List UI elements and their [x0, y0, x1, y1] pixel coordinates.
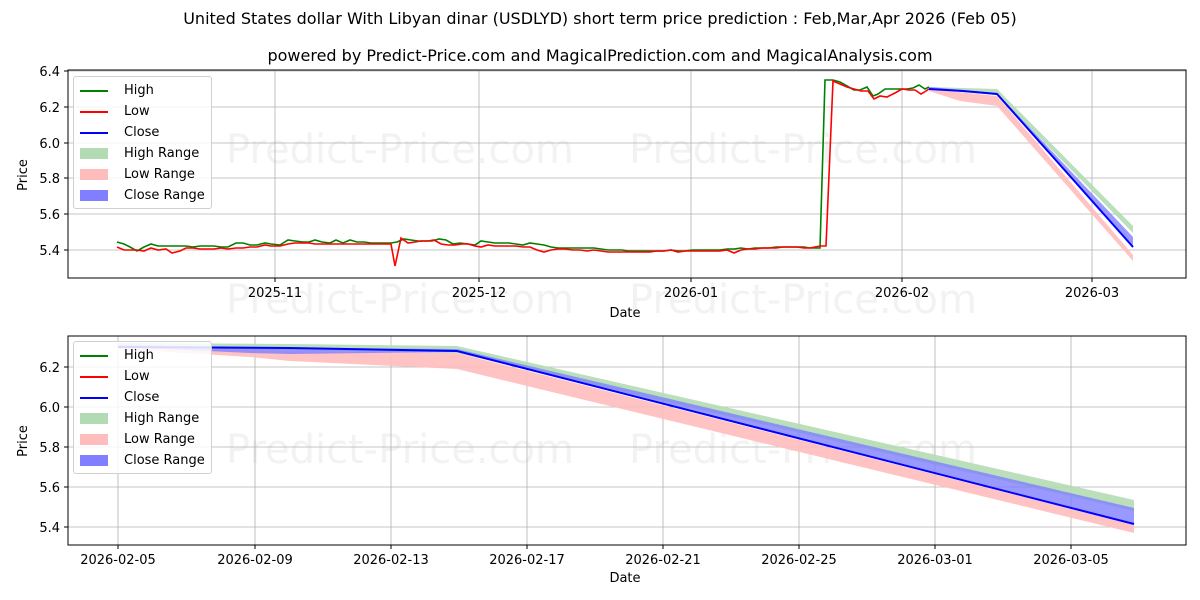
x-tick-label: 2026-02-17 — [489, 553, 565, 568]
top-chart: Predict-Price.com Predict-Price.com Pred… — [16, 65, 1187, 323]
legend-label: High Range — [124, 146, 200, 161]
legend-item-close: Close — [80, 122, 205, 143]
chart-subtitle: powered by Predict-Price.com and Magical… — [267, 46, 933, 65]
y-tick-label: 6.0 — [39, 137, 60, 152]
legend-item-close-range: Close Range — [80, 450, 205, 471]
top-close-line — [928, 88, 1134, 248]
legend-label: Low Range — [124, 167, 195, 182]
top-x-ticks: 2025-11 2025-12 2026-01 2026-02 2026-03 — [248, 278, 1119, 301]
watermark: Predict-Price.com — [226, 127, 574, 173]
legend-item-low-range: Low Range — [80, 164, 205, 185]
watermark: Predict-Price.com — [629, 127, 977, 173]
high-range-swatch-icon — [80, 148, 108, 159]
legend-label: High — [124, 348, 154, 363]
low-line-swatch-icon — [80, 110, 108, 113]
y-tick-label: 5.8 — [39, 172, 60, 187]
x-tick-label: 2026-02-21 — [625, 553, 701, 568]
legend-item-close: Close — [80, 387, 205, 408]
x-tick-label: 2026-02-05 — [80, 553, 156, 568]
bottom-y-ticks: 5.4 5.6 5.8 6.0 6.2 — [39, 361, 68, 536]
close-range-swatch-icon — [80, 190, 108, 201]
bottom-x-ticks: 2026-02-05 2026-02-09 2026-02-13 2026-02… — [80, 545, 1109, 568]
y-tick-label: 5.6 — [39, 481, 60, 496]
legend-item-close-range: Close Range — [80, 185, 205, 206]
legend-item-high: High — [80, 80, 205, 101]
x-tick-label: 2026-01 — [664, 286, 718, 301]
close-range-swatch-icon — [80, 455, 108, 466]
watermark: Predict-Price.com — [226, 277, 574, 323]
bottom-y-axis-label: Price — [16, 425, 31, 457]
legend-label: Close Range — [124, 188, 205, 203]
legend-label: Close Range — [124, 453, 205, 468]
y-tick-label: 5.8 — [39, 441, 60, 456]
high-line-swatch-icon — [80, 354, 108, 357]
top-y-ticks: 5.4 5.6 5.8 6.0 6.2 6.4 — [39, 65, 68, 259]
top-grid — [68, 70, 1186, 278]
x-tick-label: 2026-02 — [875, 286, 929, 301]
y-tick-label: 6.0 — [39, 401, 60, 416]
chart-title: United States dollar With Libyan dinar (… — [183, 9, 1017, 28]
x-tick-label: 2025-11 — [248, 286, 302, 301]
legend-item-high-range: High Range — [80, 143, 205, 164]
x-tick-label: 2026-02-13 — [353, 553, 429, 568]
watermark: Predict-Price.com — [226, 427, 574, 473]
bottom-legend: High Low Close High Range Low Range Clos… — [73, 341, 212, 474]
close-line-swatch-icon — [80, 131, 108, 134]
low-line-swatch-icon — [80, 375, 108, 378]
low-range-swatch-icon — [80, 434, 108, 445]
legend-item-low: Low — [80, 366, 205, 387]
y-tick-label: 6.2 — [39, 101, 60, 116]
bottom-axes-frame — [67, 335, 1187, 546]
x-tick-label: 2026-03 — [1065, 286, 1119, 301]
y-tick-label: 6.4 — [39, 65, 60, 80]
high-line-swatch-icon — [80, 89, 108, 92]
top-y-axis-label: Price — [16, 159, 31, 191]
legend-label: Close — [124, 125, 160, 140]
top-low-range-band — [929, 89, 1133, 261]
x-tick-label: 2026-02-09 — [217, 553, 293, 568]
top-legend: High Low Close High Range Low Range Clos… — [73, 76, 212, 209]
y-tick-label: 5.6 — [39, 208, 60, 223]
watermark: Predict-Price.com — [629, 277, 977, 323]
high-range-swatch-icon — [80, 413, 108, 424]
legend-label: Low — [124, 104, 150, 119]
y-tick-label: 6.2 — [39, 361, 60, 376]
legend-item-high-range: High Range — [80, 408, 205, 429]
x-tick-label: 2026-02-25 — [761, 553, 837, 568]
top-x-axis-label: Date — [609, 306, 640, 321]
bottom-x-axis-label: Date — [609, 571, 640, 586]
top-axes-frame — [67, 69, 1187, 279]
y-tick-label: 5.4 — [39, 244, 60, 259]
legend-label: Low Range — [124, 432, 195, 447]
legend-label: High — [124, 83, 154, 98]
legend-label: Low — [124, 369, 150, 384]
top-low-line — [116, 79, 930, 267]
low-range-swatch-icon — [80, 169, 108, 180]
close-line-swatch-icon — [80, 396, 108, 399]
legend-label: High Range — [124, 411, 200, 426]
legend-item-low: Low — [80, 101, 205, 122]
legend-item-high: High — [80, 345, 205, 366]
legend-item-low-range: Low Range — [80, 429, 205, 450]
x-tick-label: 2026-03-01 — [897, 553, 973, 568]
legend-label: Close — [124, 390, 160, 405]
y-tick-label: 5.4 — [39, 521, 60, 536]
x-tick-label: 2026-03-05 — [1033, 553, 1109, 568]
x-tick-label: 2025-12 — [452, 286, 506, 301]
